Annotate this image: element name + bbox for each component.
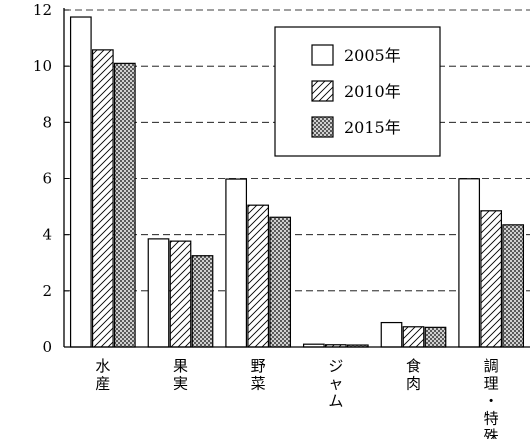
bar-4-2 xyxy=(424,326,447,348)
bar-5-2 xyxy=(502,224,525,348)
y-tick-label: 8 xyxy=(42,113,52,131)
legend-box xyxy=(274,26,441,157)
x-tick-label: 野菜 xyxy=(251,357,266,393)
bar-1-0 xyxy=(147,238,170,348)
bar-2-1 xyxy=(247,204,270,348)
legend-label: 2015年 xyxy=(344,118,401,137)
legend-swatch xyxy=(311,80,334,102)
bars xyxy=(69,16,525,348)
bar-0-2 xyxy=(113,62,136,348)
bar-4-1 xyxy=(402,326,425,348)
legend: 2005年 2010年 2015年 xyxy=(274,26,441,157)
y-axis-ticks: 0 2 4 6 8 10 12 xyxy=(33,1,69,356)
bar-2-2 xyxy=(269,216,292,348)
legend-swatch xyxy=(311,44,334,66)
bar-4-0 xyxy=(380,321,403,348)
y-tick-label: 10 xyxy=(33,57,52,75)
legend-swatch xyxy=(311,116,334,138)
bar-0-0 xyxy=(69,16,92,348)
x-tick-label: 調理・特殊 xyxy=(484,357,499,439)
bar-1-1 xyxy=(169,240,192,348)
bar-0-1 xyxy=(91,49,114,348)
bar-2-0 xyxy=(225,178,248,348)
bar-5-0 xyxy=(458,178,481,348)
y-tick-label: 0 xyxy=(42,338,52,356)
x-tick-label: 食肉 xyxy=(406,357,421,393)
y-tick-label: 2 xyxy=(42,282,52,300)
legend-label: 2005年 xyxy=(344,46,401,65)
bar-5-1 xyxy=(480,210,503,348)
x-axis-labels: 水産 果実 野菜 ジャム 食肉 調理・特殊 xyxy=(95,357,498,439)
y-tick-label: 6 xyxy=(42,170,52,188)
x-tick-label: ジャム xyxy=(328,357,343,410)
x-tick-label: 果実 xyxy=(173,357,188,393)
y-tick-label: 12 xyxy=(33,1,52,19)
legend-label: 2010年 xyxy=(344,82,401,101)
x-tick-label: 水産 xyxy=(95,357,110,393)
y-tick-label: 4 xyxy=(42,226,52,244)
bar-1-2 xyxy=(191,255,214,348)
